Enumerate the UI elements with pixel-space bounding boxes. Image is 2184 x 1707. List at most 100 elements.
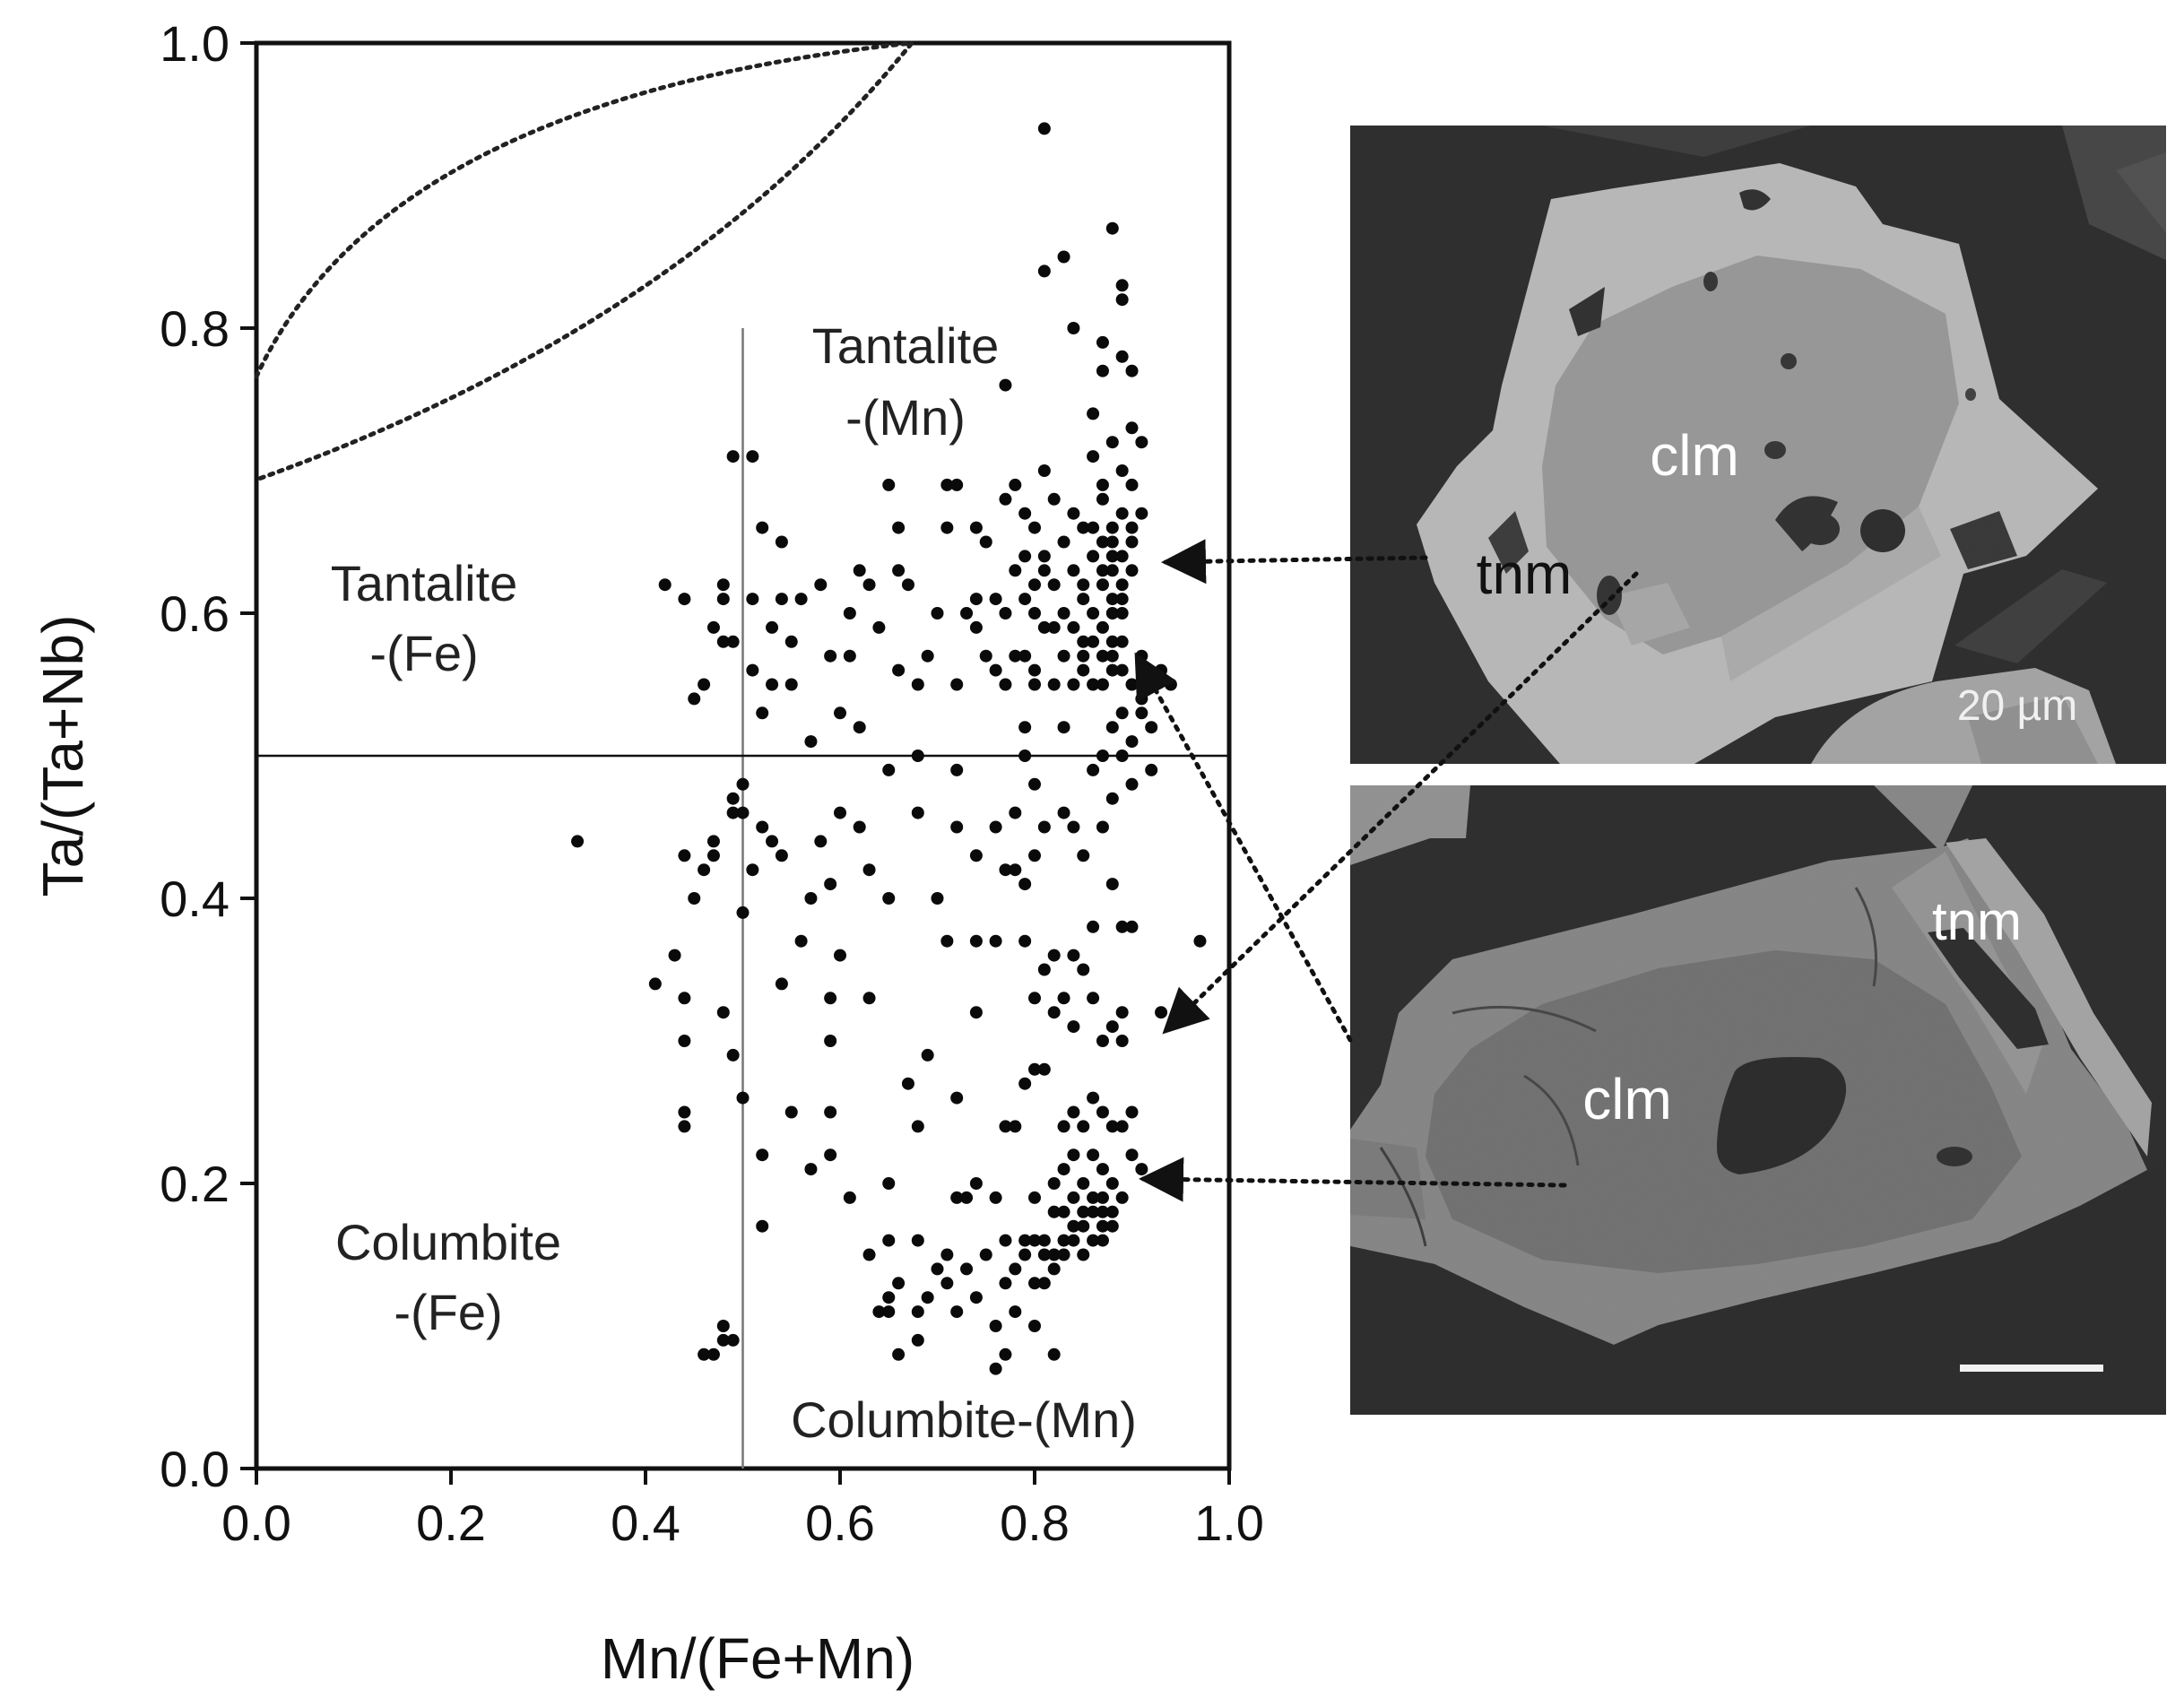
x-tick-label: 0.4 [611, 1495, 680, 1551]
data-point [1105, 1219, 1119, 1233]
data-point [1087, 550, 1100, 563]
data-point [1077, 849, 1090, 862]
data-point [940, 1248, 954, 1261]
data-point [1067, 1105, 1080, 1119]
data-point [648, 977, 662, 991]
data-point [999, 378, 1012, 392]
data-point [950, 763, 964, 776]
data-point [911, 1333, 924, 1347]
data-point [969, 1291, 983, 1304]
data-point [1125, 735, 1139, 749]
data-point [1028, 578, 1041, 592]
data-point [1115, 507, 1129, 520]
data-point [1164, 678, 1177, 691]
data-point [1105, 1120, 1119, 1133]
data-point [882, 478, 896, 491]
data-point [940, 478, 954, 491]
data-point [726, 450, 740, 464]
data-point [1115, 293, 1129, 307]
data-point [1087, 635, 1100, 648]
label-clm-bottom: clm [1582, 1067, 1672, 1131]
data-point [1115, 750, 1129, 762]
data-point [882, 1305, 896, 1319]
data-point [775, 849, 788, 862]
data-point [1067, 678, 1080, 691]
data-point [1096, 1163, 1109, 1176]
data-point [1047, 678, 1061, 691]
data-point [706, 620, 720, 634]
data-point [1018, 934, 1032, 948]
data-point [726, 806, 740, 819]
data-point [940, 521, 954, 534]
data-point [706, 1347, 720, 1361]
data-point [1105, 550, 1119, 563]
data-point [746, 450, 759, 464]
data-point [824, 1105, 837, 1119]
data-point [1096, 1234, 1109, 1247]
data-point [824, 1148, 837, 1162]
data-point [1057, 1234, 1070, 1247]
data-point [1105, 792, 1119, 805]
data-point [1096, 364, 1109, 377]
data-point [1028, 1191, 1041, 1204]
data-point [911, 750, 924, 762]
data-point [1105, 635, 1119, 648]
data-point [1096, 750, 1109, 762]
data-point [1087, 1205, 1100, 1218]
data-point [1028, 777, 1041, 791]
y-tick-labels: 0.0 0.2 0.4 0.6 0.8 1.0 [160, 15, 230, 1497]
data-point [678, 992, 691, 1005]
data-point [824, 1035, 837, 1047]
data-point [1096, 1035, 1109, 1047]
label-tnm-bottom: tnm [1932, 891, 2022, 951]
data-point [1077, 1120, 1090, 1133]
data-point [766, 678, 779, 691]
data-point [1028, 607, 1041, 620]
data-point [716, 1006, 730, 1019]
data-point [1047, 492, 1061, 506]
data-point [1047, 578, 1061, 592]
data-point [1009, 863, 1022, 877]
data-point [969, 934, 983, 948]
dotted-field-ellipse [254, 39, 917, 482]
data-point [1135, 692, 1148, 706]
data-point [1009, 1262, 1022, 1276]
data-point [1077, 635, 1090, 648]
data-point [1028, 663, 1041, 677]
data-point [969, 849, 983, 862]
data-point [979, 535, 992, 549]
data-point [1105, 521, 1119, 534]
data-point [1105, 1177, 1119, 1190]
data-point [1096, 335, 1109, 349]
data-point [1105, 221, 1119, 235]
data-point [1057, 1248, 1070, 1261]
data-point [1105, 1020, 1119, 1034]
data-point [1087, 1148, 1100, 1162]
data-point [1115, 1191, 1129, 1204]
data-point [921, 649, 934, 663]
data-point [1067, 1148, 1080, 1162]
data-point [688, 892, 701, 905]
data-point [1018, 507, 1032, 520]
scale-bar-bottom [1960, 1365, 2103, 1372]
data-point [1096, 820, 1109, 834]
data-point [931, 607, 944, 620]
data-point [1067, 1234, 1080, 1247]
label-tantalite-mn-line2: -(Mn) [845, 389, 966, 446]
scatter-chart: 0.0 0.2 0.4 0.6 0.8 1.0 0.0 0.2 0.4 0.6 0.8 1.0 Mn… [30, 15, 1264, 1691]
data-point [716, 1320, 730, 1332]
data-point [775, 535, 788, 549]
data-point [1028, 1234, 1041, 1247]
label-columbite-fe-line2: -(Fe) [394, 1284, 502, 1340]
data-point [999, 492, 1012, 506]
data-point [1155, 1006, 1168, 1019]
data-point [1037, 122, 1051, 135]
data-point [989, 1191, 1002, 1204]
y-tick-label: 0.2 [160, 1156, 230, 1212]
data-point [1105, 436, 1119, 449]
data-point [1018, 878, 1032, 891]
label-columbite-fe-line1: Columbite [335, 1214, 561, 1270]
data-point [1047, 1248, 1061, 1261]
data-point [1115, 279, 1129, 292]
